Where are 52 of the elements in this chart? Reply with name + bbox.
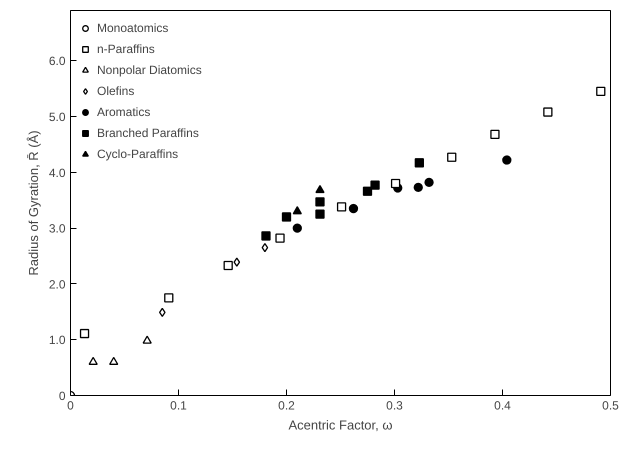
point: [234, 257, 240, 267]
y-tick-label: 3.0: [48, 222, 66, 236]
y-tick-label: 1.0: [48, 333, 66, 348]
point: [414, 182, 423, 192]
point: [292, 223, 302, 233]
point: [543, 107, 553, 117]
point: [424, 178, 434, 187]
point: [336, 202, 346, 212]
point: [596, 86, 606, 96]
point: [348, 204, 358, 214]
y-tick-label: 5.0: [48, 110, 66, 124]
point: [224, 260, 233, 270]
legend-label: Cyclo-Paraffins: [97, 147, 178, 161]
point: [158, 308, 166, 318]
point: [109, 356, 118, 365]
x-tick-label: 0: [67, 398, 74, 412]
point: [414, 158, 424, 168]
x-tick-label: 0.1: [170, 398, 188, 412]
legend-label: Aromatics: [97, 105, 150, 119]
point: [261, 231, 271, 241]
point: [80, 328, 90, 338]
legend-label: Olefins: [97, 84, 134, 98]
legend-label: n-Paraffins: [97, 42, 155, 56]
point: [315, 197, 325, 207]
point: [315, 210, 325, 219]
x-tick-label: 0.5: [602, 398, 620, 412]
point: [262, 242, 268, 252]
point: [282, 212, 292, 222]
y-tick-label: 0: [58, 389, 66, 403]
point: [502, 155, 512, 165]
legend-label: Nonpolar Diatomics: [97, 63, 202, 77]
point: [370, 180, 380, 190]
x-tick-label: 0.4: [494, 398, 512, 412]
legend-label: Branched Paraffins: [97, 126, 199, 140]
x-tick-label: 0.2: [278, 398, 296, 412]
point: [275, 234, 285, 243]
point: [164, 293, 174, 303]
point: [315, 184, 325, 194]
y-tick-label: 6.0: [48, 54, 66, 68]
point: [490, 130, 500, 140]
legend-label: Monoatomics: [97, 21, 168, 35]
x-tick-label: 0.3: [386, 398, 404, 412]
point: [390, 178, 400, 188]
point: [292, 206, 302, 214]
point: [142, 336, 152, 344]
y-axis-title: Radius of Gyration, R̄ (Å): [26, 130, 41, 276]
x-axis-title: Acentric Factor, ω: [288, 418, 393, 432]
y-tick-label: 2.0: [48, 277, 66, 292]
point: [362, 186, 372, 196]
y-tick-label: 4.0: [48, 166, 66, 180]
point: [88, 356, 98, 365]
point: [447, 152, 456, 162]
